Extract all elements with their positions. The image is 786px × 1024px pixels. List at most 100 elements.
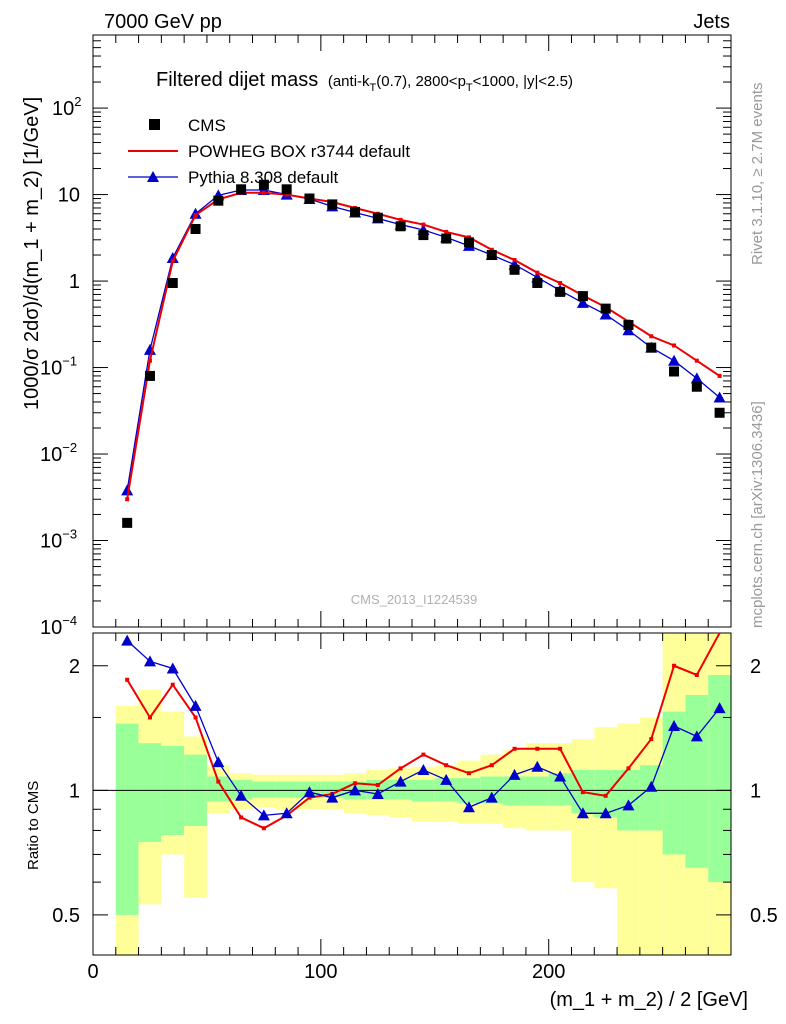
cms-data-point — [646, 342, 657, 353]
cms-data-point — [577, 291, 588, 302]
pythia-ratio-point — [508, 768, 521, 780]
cms-data-point — [714, 407, 725, 418]
cms-data-point — [281, 184, 292, 195]
pythia-main-point — [121, 484, 134, 496]
cms-data-point — [167, 277, 178, 288]
powheg-main-point — [398, 217, 403, 222]
powheg-main-point — [649, 334, 654, 339]
band-inner-bin — [252, 781, 276, 798]
cms-data-point — [372, 212, 383, 223]
powheg-ratio-point — [489, 763, 494, 768]
pythia-ratio-point — [440, 773, 453, 785]
arxiv-label: mcplots.cern.ch [arXiv:1306.3436] — [749, 401, 766, 628]
legend-pythia-marker — [147, 171, 159, 182]
header-right: Jets — [693, 11, 730, 33]
powheg-ratio-point — [512, 746, 517, 751]
pythia-main-point — [166, 251, 179, 263]
band-inner-bin — [229, 779, 253, 800]
band-inner-bin — [525, 776, 549, 806]
powheg-ratio-point — [261, 826, 266, 831]
powheg-ratio-point — [694, 672, 699, 677]
pythia-ratio-point — [576, 807, 589, 819]
pythia-main-point — [713, 391, 726, 403]
ratio-y-axis-label: Ratio to CMS — [25, 781, 42, 870]
cms-data-point — [418, 230, 429, 241]
powheg-main-point — [489, 247, 494, 252]
powheg-ratio-point — [398, 766, 403, 771]
band-inner-bin — [503, 776, 526, 806]
y-tick-label: 10−2 — [40, 440, 77, 466]
cms-data-point — [669, 366, 680, 377]
cms-data-point — [691, 381, 702, 392]
y-tick-label: 10 — [58, 185, 80, 207]
powheg-ratio-point — [466, 771, 471, 776]
cms-data-point — [463, 237, 474, 248]
x-axis-label: (m_1 + m_2) / 2 [GeV] — [550, 989, 748, 1011]
powheg-main-point — [512, 258, 517, 263]
pythia-ratio-point — [713, 702, 726, 714]
powheg-main-point — [421, 222, 426, 227]
legend-label: Pythia 8.308 default — [188, 168, 339, 187]
powheg-ratio-point — [558, 746, 563, 751]
powheg-main-point — [535, 270, 540, 275]
powheg-main-point — [672, 343, 677, 348]
ratio-y-tick-label: 2 — [69, 656, 80, 678]
powheg-ratio-point — [421, 752, 426, 757]
powheg-main-point — [125, 497, 130, 502]
band-inner-bin — [115, 723, 139, 915]
legend-label: CMS — [188, 116, 226, 135]
cms-data-point — [190, 223, 201, 234]
cms-data-point — [304, 193, 315, 204]
band-inner-bin — [320, 781, 344, 798]
pythia-ratio-point — [280, 807, 293, 819]
powheg-ratio-point — [125, 677, 130, 682]
powheg-ratio-point — [375, 783, 380, 788]
powheg-ratio-point — [580, 790, 585, 795]
cms-data-point — [213, 195, 224, 206]
x-tick-label: 0 — [87, 961, 98, 983]
powheg-ratio-point — [626, 766, 631, 771]
pythia-ratio-point — [462, 801, 475, 813]
cms-data-point — [441, 233, 452, 244]
powheg-ratio-point — [672, 663, 677, 668]
ratio-y-tick-label-right: 2 — [750, 656, 761, 678]
powheg-ratio-point — [193, 715, 198, 720]
cms-data-point — [327, 199, 338, 210]
powheg-ratio-point — [170, 682, 175, 687]
pythia-ratio-point — [668, 720, 681, 732]
chart-title-sub: (anti-kT(0.7), 2800<pT<1000, |y|<2.5) — [328, 73, 573, 94]
powheg-main-point — [694, 358, 699, 363]
powheg-main-point — [717, 373, 722, 378]
band-inner-bin — [275, 781, 299, 798]
ratio-y-tick-label: 0.5 — [52, 905, 80, 927]
pythia-ratio-point — [485, 791, 498, 803]
header-left: 7000 GeV pp — [104, 11, 222, 33]
pythia-main-point — [668, 354, 681, 366]
y-tick-label: 10−1 — [40, 354, 77, 380]
rivet-label: Rivet 3.1.10, ≥ 2.7M events — [749, 83, 766, 266]
y-tick-label: 10−4 — [40, 613, 77, 639]
band-inner-bin — [662, 711, 686, 855]
powheg-main-point — [466, 235, 471, 240]
pythia-ratio-point — [371, 787, 384, 799]
main-y-axis-label: 1000/σ 2dσ)/d(m_1 + m_2) [1/GeV] — [21, 97, 43, 410]
cms-data-point — [236, 184, 247, 195]
cms-data-point — [555, 286, 566, 297]
ratio-y-tick-label: 1 — [69, 780, 80, 802]
cms-data-point — [600, 303, 611, 314]
powheg-ratio-point — [649, 737, 654, 742]
powheg-main-point — [261, 190, 266, 195]
chart-title: Filtered dijet mass (anti-kT(0.7), 2800<… — [156, 69, 573, 94]
cms-data-point — [395, 221, 406, 232]
powheg-main-point — [170, 259, 175, 264]
cms-data-point — [509, 264, 520, 275]
pythia-ratio-point — [531, 760, 544, 772]
ratio-y-tick-label-right: 0.5 — [750, 905, 778, 927]
powheg-main-point — [193, 213, 198, 218]
band-inner-bin — [206, 776, 230, 802]
powheg-ratio-point — [603, 793, 608, 798]
pythia-ratio-point — [166, 662, 179, 674]
pythia-ratio-point — [303, 786, 316, 798]
y-tick-label: 10−3 — [40, 527, 77, 553]
